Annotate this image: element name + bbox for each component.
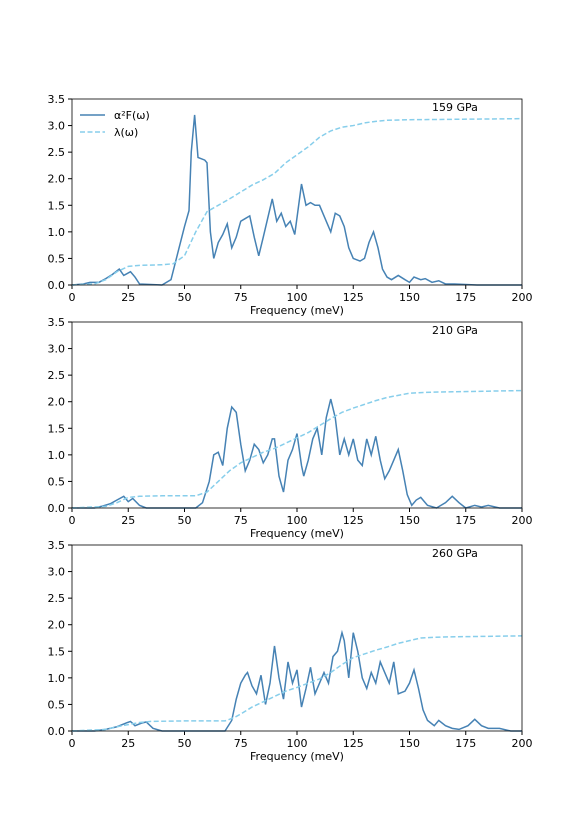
annotation: 159 GPa: [432, 101, 478, 114]
y-tick-label: 1.5: [48, 645, 66, 658]
series-line: [71, 114, 522, 286]
x-axis-label: Frequency (meV): [250, 750, 344, 763]
y-tick-label: 0.0: [48, 725, 66, 738]
y-tick-label: 3.5: [48, 539, 66, 552]
x-tick-label: 0: [69, 514, 76, 527]
series-line: [72, 398, 522, 509]
plot-frame: [71, 544, 523, 732]
x-tick-label: 125: [343, 514, 364, 527]
y-tick-label: 1.5: [48, 199, 66, 212]
y-tick-label: 3.0: [48, 343, 66, 356]
y-tick-label: 2.0: [48, 619, 66, 632]
y-tick-label: 0.0: [48, 502, 66, 515]
x-tick-label: 100: [287, 291, 308, 304]
x-tick-label: 150: [399, 291, 420, 304]
x-axis-label: Frequency (meV): [250, 304, 344, 317]
y-tick-label: 2.5: [48, 146, 66, 159]
x-tick-label: 25: [121, 291, 135, 304]
x-tick-label: 0: [69, 737, 76, 750]
x-tick-label: 175: [455, 514, 476, 527]
y-tick-label: 3.5: [48, 316, 66, 329]
x-tick-label: 0: [69, 291, 76, 304]
plot-frame: [71, 321, 523, 509]
x-tick-label: 25: [121, 737, 135, 750]
y-tick-label: 2.0: [48, 396, 66, 409]
x-tick-label: 175: [455, 291, 476, 304]
x-tick-label: 100: [287, 737, 308, 750]
y-tick-label: 1.0: [48, 449, 66, 462]
series-line: [71, 117, 523, 286]
x-tick-label: 200: [512, 737, 533, 750]
x-tick-label: 75: [234, 291, 248, 304]
x-tick-label: 75: [234, 514, 248, 527]
x-tick-label: 150: [399, 514, 420, 527]
y-tick-label: 3.0: [48, 120, 66, 133]
x-tick-label: 125: [343, 291, 364, 304]
x-tick-label: 125: [343, 737, 364, 750]
y-tick-label: 3.5: [48, 93, 66, 106]
y-tick-label: 1.0: [48, 672, 66, 685]
x-tick-label: 200: [512, 514, 533, 527]
legend-label: α²F(ω): [114, 109, 150, 122]
annotation: 260 GPa: [432, 547, 478, 560]
plot-frame: [71, 98, 523, 286]
y-tick-label: 2.5: [48, 369, 66, 382]
x-axis-label: Frequency (meV): [250, 527, 344, 540]
annotation: 210 GPa: [432, 324, 478, 337]
x-tick-label: 50: [178, 514, 192, 527]
x-tick-label: 25: [121, 514, 135, 527]
x-tick-label: 100: [287, 514, 308, 527]
y-tick-label: 0.5: [48, 252, 66, 265]
series-line: [71, 635, 523, 732]
x-tick-label: 175: [455, 737, 476, 750]
y-tick-label: 0.5: [48, 475, 66, 488]
x-tick-label: 50: [178, 291, 192, 304]
x-tick-label: 150: [399, 737, 420, 750]
legend-label: λ(ω): [114, 126, 138, 139]
y-tick-label: 0.5: [48, 698, 66, 711]
x-tick-label: 75: [234, 737, 248, 750]
series-line: [71, 389, 523, 509]
series-line: [72, 629, 522, 732]
y-tick-label: 2.5: [48, 592, 66, 605]
x-tick-label: 50: [178, 737, 192, 750]
y-tick-label: 3.0: [48, 566, 66, 579]
y-tick-label: 1.0: [48, 226, 66, 239]
y-tick-label: 1.5: [48, 422, 66, 435]
x-tick-label: 200: [512, 291, 533, 304]
y-tick-label: 2.0: [48, 173, 66, 186]
y-tick-label: 0.0: [48, 279, 66, 292]
